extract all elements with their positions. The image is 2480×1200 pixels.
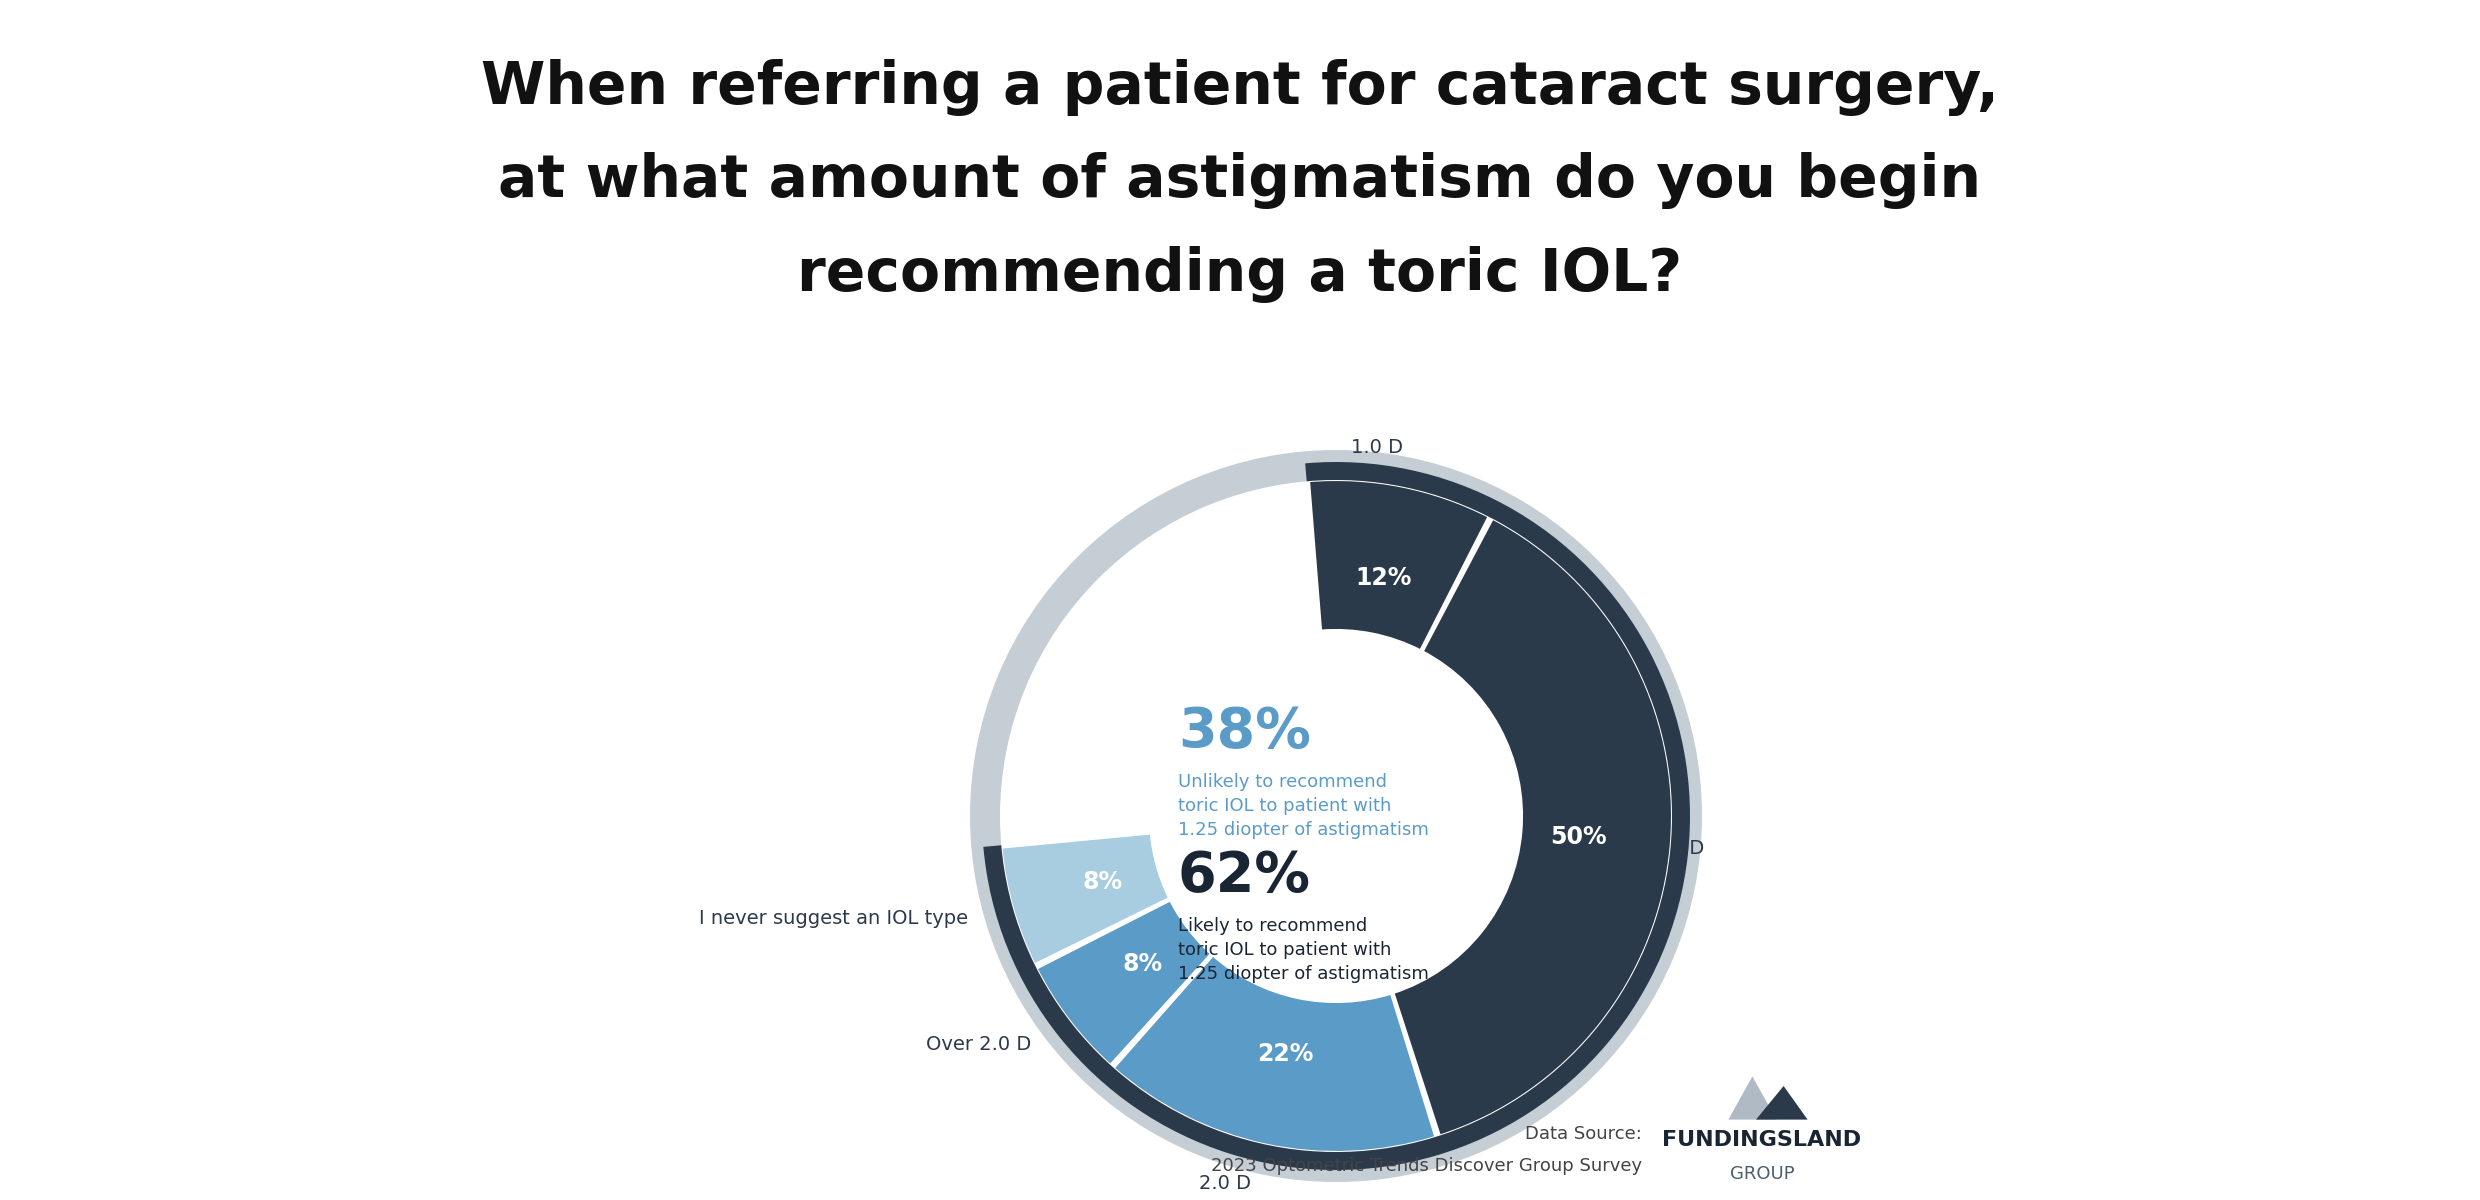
Text: 1.25 diopter of astigmatism: 1.25 diopter of astigmatism: [1178, 965, 1428, 984]
Polygon shape: [1756, 1086, 1808, 1120]
Text: 8%: 8%: [1123, 952, 1163, 976]
Wedge shape: [970, 450, 1701, 1182]
Text: 22%: 22%: [1257, 1042, 1314, 1066]
Text: When referring a patient for cataract surgery,: When referring a patient for cataract su…: [481, 59, 1999, 116]
Text: 1.25 diopter of astigmatism: 1.25 diopter of astigmatism: [1178, 821, 1428, 840]
Text: GROUP: GROUP: [1729, 1164, 1796, 1183]
Circle shape: [1151, 630, 1523, 1002]
Text: 1.5 D: 1.5 D: [1652, 839, 1704, 858]
Text: recommending a toric IOL?: recommending a toric IOL?: [799, 246, 1681, 304]
Text: toric IOL to patient with: toric IOL to patient with: [1178, 941, 1391, 960]
Text: 38%: 38%: [1178, 704, 1312, 758]
Text: 8%: 8%: [1081, 870, 1123, 894]
Text: Unlikely to recommend: Unlikely to recommend: [1178, 773, 1386, 792]
Text: Likely to recommend: Likely to recommend: [1178, 917, 1366, 936]
Text: 50%: 50%: [1550, 824, 1607, 848]
Text: at what amount of astigmatism do you begin: at what amount of astigmatism do you beg…: [498, 152, 1982, 210]
Wedge shape: [1002, 834, 1168, 965]
Text: Over 2.0 D: Over 2.0 D: [928, 1034, 1032, 1054]
Text: 2.0 D: 2.0 D: [1200, 1174, 1252, 1193]
Polygon shape: [1729, 1076, 1776, 1120]
Text: 2023 Optometric Trends Discover Group Survey: 2023 Optometric Trends Discover Group Su…: [1210, 1157, 1642, 1176]
Text: toric IOL to patient with: toric IOL to patient with: [1178, 797, 1391, 816]
Wedge shape: [985, 462, 1689, 1170]
Wedge shape: [1114, 955, 1436, 1152]
Text: 12%: 12%: [1354, 565, 1411, 589]
Text: I never suggest an IOL type: I never suggest an IOL type: [699, 908, 970, 928]
Text: 62%: 62%: [1178, 850, 1312, 902]
Wedge shape: [1309, 480, 1488, 650]
Text: 1.0 D: 1.0 D: [1352, 438, 1404, 457]
Text: FUNDINGSLAND: FUNDINGSLAND: [1662, 1130, 1862, 1150]
Wedge shape: [1037, 900, 1210, 1064]
Text: Data Source:: Data Source:: [1525, 1126, 1642, 1142]
Wedge shape: [1394, 518, 1672, 1135]
